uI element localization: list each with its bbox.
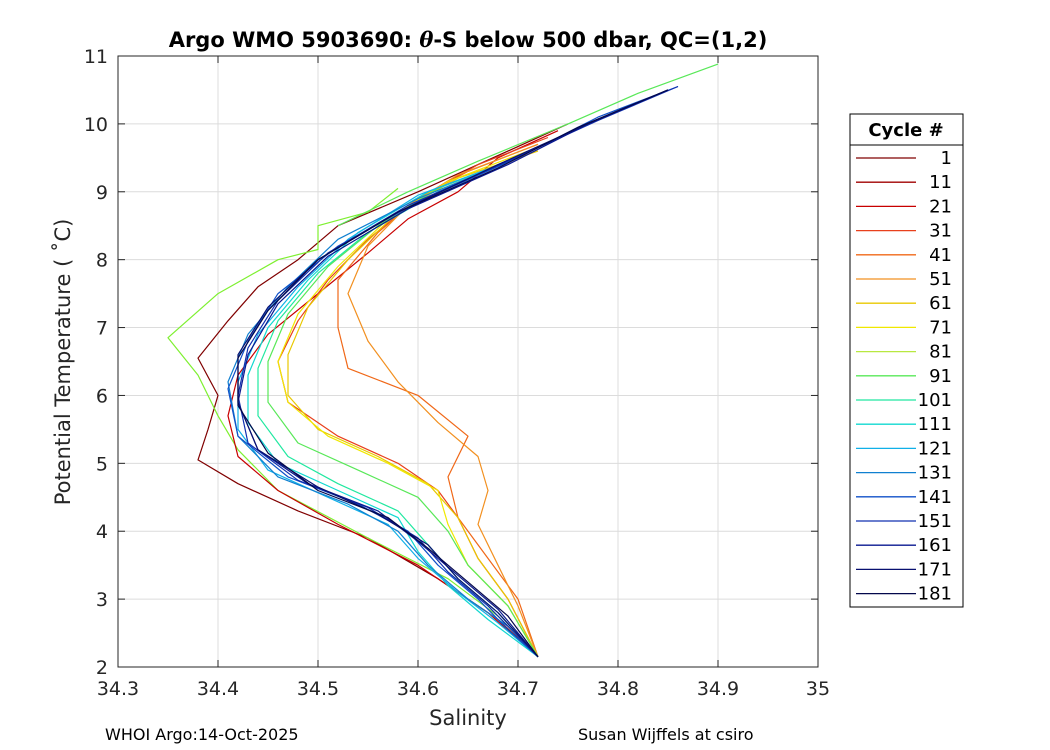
legend-label: 81 bbox=[929, 342, 952, 363]
footer-credit-right: Susan Wijffels at csiro bbox=[578, 725, 754, 744]
y-tick-label: 11 bbox=[84, 46, 108, 68]
x-tick-label: 34.4 bbox=[197, 678, 239, 700]
legend-label: 41 bbox=[929, 245, 952, 266]
y-tick-label: 4 bbox=[96, 521, 108, 543]
y-tick-label: 2 bbox=[96, 657, 108, 679]
series-line bbox=[337, 143, 539, 657]
series-line bbox=[167, 187, 539, 658]
legend-label: 111 bbox=[918, 414, 952, 435]
series-line bbox=[237, 89, 669, 658]
series-line bbox=[237, 89, 669, 658]
legend-label: 141 bbox=[918, 487, 952, 508]
series-line bbox=[237, 85, 679, 658]
y-tick-label: 3 bbox=[96, 589, 108, 611]
legend-label: 1 bbox=[941, 148, 952, 169]
series-line bbox=[287, 150, 539, 658]
plot-frame bbox=[117, 55, 819, 668]
y-tick-label: 10 bbox=[84, 114, 108, 136]
legend-label: 71 bbox=[929, 317, 952, 338]
legend-label: 161 bbox=[918, 535, 952, 556]
legend-entries: 1112131415161718191101111121131141151161… bbox=[856, 148, 952, 605]
y-tick-label: 9 bbox=[96, 182, 108, 204]
x-tick-label: 34.7 bbox=[497, 678, 539, 700]
legend-label: 21 bbox=[929, 196, 952, 217]
x-axis-label: Salinity bbox=[429, 706, 507, 730]
legend-label: 151 bbox=[918, 511, 952, 532]
x-tick-label: 34.5 bbox=[297, 678, 339, 700]
x-tick-label: 34.3 bbox=[97, 678, 139, 700]
x-tick-label: 34.6 bbox=[397, 678, 439, 700]
y-tick-label: 5 bbox=[96, 453, 108, 475]
legend-label: 131 bbox=[918, 463, 952, 484]
x-tick-label: 34.9 bbox=[697, 678, 739, 700]
series-line bbox=[237, 157, 539, 658]
series-line bbox=[227, 85, 679, 658]
y-tick-label: 7 bbox=[96, 318, 108, 340]
x-tick-label: 35 bbox=[806, 678, 830, 700]
grid-layer bbox=[117, 55, 819, 668]
legend-label: 101 bbox=[918, 390, 952, 411]
series-line bbox=[337, 63, 719, 227]
legend-label: 51 bbox=[929, 269, 952, 290]
legend-label: 171 bbox=[918, 559, 952, 580]
legend-label: 181 bbox=[918, 584, 952, 605]
legend-label: 121 bbox=[918, 438, 952, 459]
series-line bbox=[277, 150, 539, 658]
legend-title: Cycle # bbox=[868, 120, 943, 141]
legend-box bbox=[849, 113, 964, 608]
tick-layer: 34.3 34.4 34.5 34.6 34.7 34.8 34.9 35 2 3 4 5 6 7 8 9 10… bbox=[84, 46, 830, 700]
series-line bbox=[247, 157, 539, 658]
legend-label: 91 bbox=[929, 366, 952, 387]
y-axis-label: Potential Temperature ( ˚C) bbox=[51, 219, 75, 506]
y-tick-label: 6 bbox=[96, 385, 108, 407]
y-tick-label: 8 bbox=[96, 250, 108, 272]
legend: Cycle # 11121314151617181911011111211311… bbox=[849, 113, 964, 608]
series-layer bbox=[167, 63, 719, 658]
series-line bbox=[267, 157, 539, 658]
series-line bbox=[227, 130, 559, 658]
legend-label: 61 bbox=[929, 293, 952, 314]
footer-credit-left: WHOI Argo:14-Oct-2025 bbox=[105, 725, 299, 744]
x-tick-label: 34.8 bbox=[597, 678, 639, 700]
series-line bbox=[227, 157, 539, 658]
legend-label: 31 bbox=[929, 221, 952, 242]
chart-title: Argo WMO 5903690: θ-S below 500 dbar, QC… bbox=[169, 27, 768, 52]
legend-label: 11 bbox=[929, 172, 952, 193]
